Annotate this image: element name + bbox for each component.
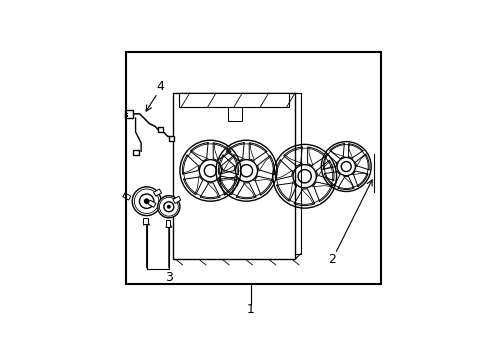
Bar — [227, 107, 241, 121]
Text: 1: 1 — [246, 303, 254, 316]
Bar — [122, 193, 131, 200]
Bar — [125, 51, 380, 284]
Bar — [143, 218, 147, 225]
Bar — [153, 189, 161, 196]
Bar — [178, 93, 289, 107]
Bar — [173, 93, 294, 260]
Bar — [158, 127, 163, 132]
Circle shape — [166, 205, 170, 209]
Text: 3: 3 — [164, 271, 172, 284]
Bar — [125, 110, 133, 118]
Text: 2: 2 — [328, 253, 336, 266]
Bar — [165, 220, 170, 227]
Circle shape — [158, 196, 180, 218]
Bar — [148, 200, 156, 207]
Circle shape — [132, 187, 161, 216]
Circle shape — [143, 198, 149, 204]
Bar — [169, 136, 174, 141]
Bar — [173, 196, 181, 203]
Text: 4: 4 — [156, 80, 164, 93]
Bar — [178, 93, 300, 254]
Bar — [133, 150, 138, 156]
